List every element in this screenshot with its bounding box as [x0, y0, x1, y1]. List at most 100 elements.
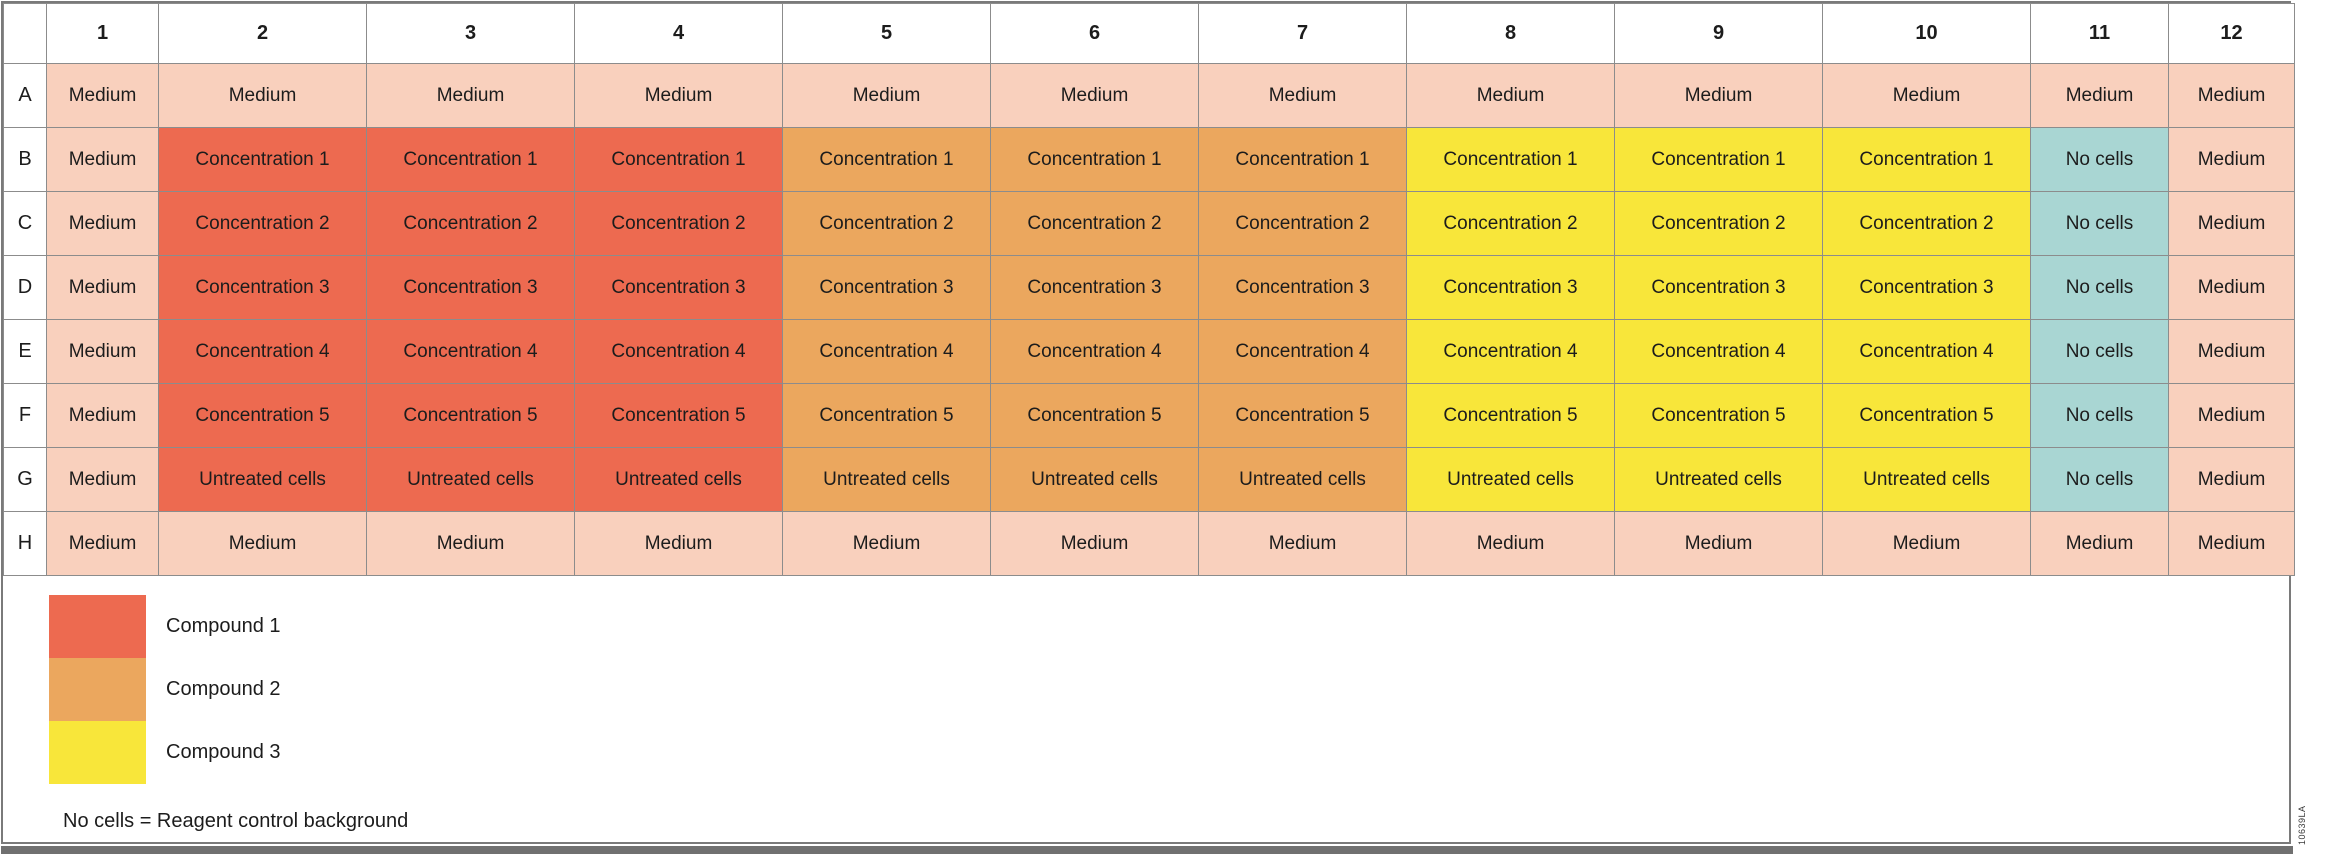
legend-label-compound1: Compound 1: [166, 615, 281, 637]
well-A10: Medium: [1822, 63, 2031, 128]
row-header-B: B: [3, 127, 47, 192]
well-B2: Concentration 1: [158, 127, 367, 192]
well-H11: Medium: [2030, 511, 2169, 576]
well-B6: Concentration 1: [990, 127, 1199, 192]
well-D7: Concentration 3: [1198, 255, 1407, 320]
well-G12: Medium: [2168, 447, 2295, 512]
well-D3: Concentration 3: [366, 255, 575, 320]
well-F11: No cells: [2030, 383, 2169, 448]
well-E11: No cells: [2030, 319, 2169, 384]
well-F7: Concentration 5: [1198, 383, 1407, 448]
well-A6: Medium: [990, 63, 1199, 128]
well-B3: Concentration 1: [366, 127, 575, 192]
well-A4: Medium: [574, 63, 783, 128]
column-header-6: 6: [990, 3, 1199, 64]
row-header-D: D: [3, 255, 47, 320]
well-C8: Concentration 2: [1406, 191, 1615, 256]
well-H2: Medium: [158, 511, 367, 576]
well-F6: Concentration 5: [990, 383, 1199, 448]
well-C12: Medium: [2168, 191, 2295, 256]
figure-side-label: 10639LA: [2297, 805, 2307, 845]
well-G6: Untreated cells: [990, 447, 1199, 512]
row-header-F: F: [3, 383, 47, 448]
well-D5: Concentration 3: [782, 255, 991, 320]
plate-row-A: A Medium Medium Medium Medium Medium Medium Med…: [3, 63, 2295, 128]
well-A8: Medium: [1406, 63, 1615, 128]
well-E4: Concentration 4: [574, 319, 783, 384]
well-H12: Medium: [2168, 511, 2295, 576]
well-C10: Concentration 2: [1822, 191, 2031, 256]
well-D1: Medium: [46, 255, 159, 320]
plate-body: A Medium Medium Medium Medium Medium Medium Med…: [3, 63, 2295, 576]
well-G11: No cells: [2030, 447, 2169, 512]
column-header-5: 5: [782, 3, 991, 64]
well-F3: Concentration 5: [366, 383, 575, 448]
plate-row-E: E Medium Concentration 4 Concentration 4 Con…: [3, 319, 2295, 384]
well-A3: Medium: [366, 63, 575, 128]
well-E12: Medium: [2168, 319, 2295, 384]
well-F8: Concentration 5: [1406, 383, 1615, 448]
plate-row-G: G Medium Untreated cells Untreated cells Unt…: [3, 447, 2295, 512]
well-A1: Medium: [46, 63, 159, 128]
well-H8: Medium: [1406, 511, 1615, 576]
plate-row-H: H Medium Medium Medium Medium Medium Medium Med…: [3, 511, 2295, 576]
legend-item-compound3: Compound 3: [49, 721, 2289, 784]
well-C1: Medium: [46, 191, 159, 256]
legend-note: No cells = Reagent control background: [63, 810, 409, 832]
well-H7: Medium: [1198, 511, 1407, 576]
column-header-3: 3: [366, 3, 575, 64]
well-H10: Medium: [1822, 511, 2031, 576]
legend-label-compound2: Compound 2: [166, 678, 281, 700]
legend-label-compound3: Compound 3: [166, 741, 281, 763]
well-G8: Untreated cells: [1406, 447, 1615, 512]
plate-table: 1 2 3 4 5 6 7 8 9 10 11 12 A Medium Medium Medium Mediu…: [3, 3, 2295, 576]
well-H9: Medium: [1614, 511, 1823, 576]
well-C11: No cells: [2030, 191, 2169, 256]
well-B5: Concentration 1: [782, 127, 991, 192]
well-E9: Concentration 4: [1614, 319, 1823, 384]
well-H1: Medium: [46, 511, 159, 576]
legend-item-compound2: Compound 2: [49, 658, 2289, 721]
bottom-bar: [1, 846, 2293, 854]
well-F9: Concentration 5: [1614, 383, 1823, 448]
well-C5: Concentration 2: [782, 191, 991, 256]
well-G7: Untreated cells: [1198, 447, 1407, 512]
well-H4: Medium: [574, 511, 783, 576]
legend-swatch-compound2: [49, 658, 146, 721]
legend-swatch-compound3: [49, 721, 146, 784]
well-B1: Medium: [46, 127, 159, 192]
column-header-12: 12: [2168, 3, 2295, 64]
well-H6: Medium: [990, 511, 1199, 576]
well-H3: Medium: [366, 511, 575, 576]
well-G1: Medium: [46, 447, 159, 512]
well-E7: Concentration 4: [1198, 319, 1407, 384]
plate-row-C: C Medium Concentration 2 Concentration 2 Con…: [3, 191, 2295, 256]
well-B9: Concentration 1: [1614, 127, 1823, 192]
well-F12: Medium: [2168, 383, 2295, 448]
well-F4: Concentration 5: [574, 383, 783, 448]
well-F10: Concentration 5: [1822, 383, 2031, 448]
well-C2: Concentration 2: [158, 191, 367, 256]
well-E3: Concentration 4: [366, 319, 575, 384]
column-header-4: 4: [574, 3, 783, 64]
column-header-11: 11: [2030, 3, 2169, 64]
well-G5: Untreated cells: [782, 447, 991, 512]
well-G9: Untreated cells: [1614, 447, 1823, 512]
well-B11: No cells: [2030, 127, 2169, 192]
well-H5: Medium: [782, 511, 991, 576]
well-D8: Concentration 3: [1406, 255, 1615, 320]
column-header-2: 2: [158, 3, 367, 64]
well-A11: Medium: [2030, 63, 2169, 128]
figure-frame: 1 2 3 4 5 6 7 8 9 10 11 12 A Medium Medium Medium Mediu…: [1, 1, 2295, 844]
well-E8: Concentration 4: [1406, 319, 1615, 384]
row-header-G: G: [3, 447, 47, 512]
column-header-7: 7: [1198, 3, 1407, 64]
well-C9: Concentration 2: [1614, 191, 1823, 256]
well-A12: Medium: [2168, 63, 2295, 128]
well-F2: Concentration 5: [158, 383, 367, 448]
well-D6: Concentration 3: [990, 255, 1199, 320]
corner-cell: [3, 3, 47, 64]
well-F5: Concentration 5: [782, 383, 991, 448]
plate-column-header-row: 1 2 3 4 5 6 7 8 9 10 11 12: [3, 3, 2295, 64]
